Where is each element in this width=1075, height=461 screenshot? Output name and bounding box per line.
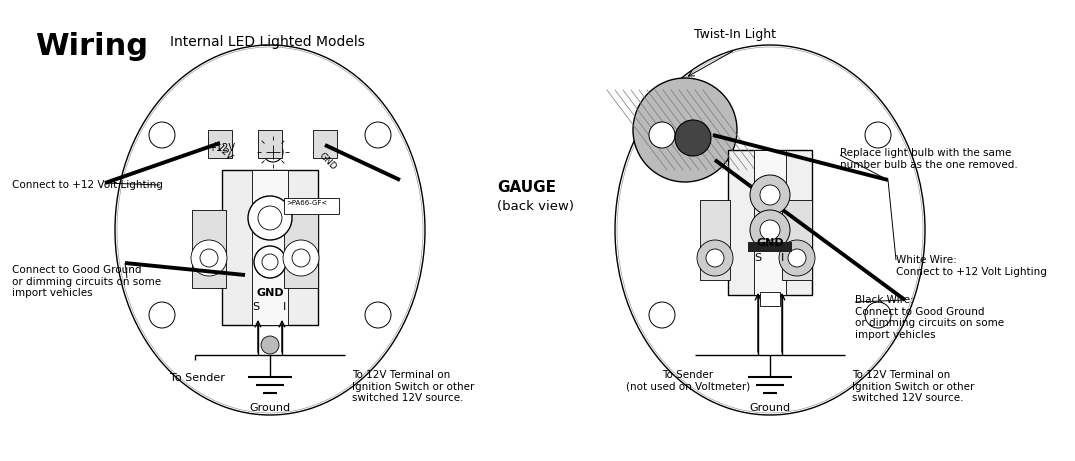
Bar xyxy=(760,292,780,306)
Circle shape xyxy=(788,249,806,267)
Circle shape xyxy=(292,249,310,267)
Circle shape xyxy=(649,122,675,148)
Bar xyxy=(754,150,786,295)
Circle shape xyxy=(760,185,780,205)
Bar xyxy=(252,170,288,325)
Circle shape xyxy=(258,206,282,230)
Text: +12V: +12V xyxy=(210,138,234,162)
Text: GND: GND xyxy=(256,288,284,298)
Circle shape xyxy=(865,122,891,148)
Circle shape xyxy=(750,175,790,215)
Text: Black Wire:
Connect to Good Ground
or dimming circuits on some
import vehicles: Black Wire: Connect to Good Ground or di… xyxy=(855,295,1004,340)
Circle shape xyxy=(263,142,283,162)
Text: (back view): (back view) xyxy=(497,200,574,213)
Text: GND: GND xyxy=(317,152,339,172)
Ellipse shape xyxy=(115,45,425,415)
Bar xyxy=(700,200,730,280)
Text: Connect to Good Ground
or dimming circuits on some
import vehicles: Connect to Good Ground or dimming circui… xyxy=(12,265,161,298)
Text: Twist-In Light: Twist-In Light xyxy=(694,28,776,41)
Bar xyxy=(782,200,812,280)
Circle shape xyxy=(760,220,780,240)
Bar xyxy=(192,210,226,288)
Circle shape xyxy=(865,302,891,328)
Circle shape xyxy=(697,240,733,276)
Circle shape xyxy=(779,240,815,276)
Bar xyxy=(207,130,232,158)
Text: Connect to +12 Volt Lighting: Connect to +12 Volt Lighting xyxy=(12,180,163,190)
Text: To Sender: To Sender xyxy=(170,373,225,383)
Text: >PA66-GF<: >PA66-GF< xyxy=(286,200,327,206)
Circle shape xyxy=(191,240,227,276)
Ellipse shape xyxy=(117,47,422,413)
Circle shape xyxy=(254,246,286,278)
Circle shape xyxy=(149,122,175,148)
Circle shape xyxy=(248,196,292,240)
Ellipse shape xyxy=(617,47,923,413)
Text: White Wire:
Connect to +12 Volt Lighting: White Wire: Connect to +12 Volt Lighting xyxy=(895,255,1047,277)
Circle shape xyxy=(750,210,790,250)
Circle shape xyxy=(149,302,175,328)
Text: +12V: +12V xyxy=(209,143,235,153)
Circle shape xyxy=(649,302,675,328)
Text: I: I xyxy=(283,302,286,312)
Text: S: S xyxy=(253,302,259,312)
Circle shape xyxy=(706,249,723,267)
Bar xyxy=(728,150,812,295)
Text: To Sender
(not used on Voltmeter): To Sender (not used on Voltmeter) xyxy=(626,370,750,391)
Text: GND: GND xyxy=(756,238,784,248)
Circle shape xyxy=(366,122,391,148)
Bar xyxy=(284,210,318,288)
Circle shape xyxy=(675,120,711,156)
Bar xyxy=(284,198,339,214)
Bar xyxy=(258,130,282,158)
Circle shape xyxy=(366,302,391,328)
Circle shape xyxy=(262,254,278,270)
Text: Ground: Ground xyxy=(249,403,290,413)
Circle shape xyxy=(283,240,319,276)
Text: Internal LED Lighted Models: Internal LED Lighted Models xyxy=(170,35,364,49)
Text: S: S xyxy=(755,253,761,263)
Text: GAUGE: GAUGE xyxy=(497,180,556,195)
Text: Ground: Ground xyxy=(749,403,790,413)
Ellipse shape xyxy=(615,45,924,415)
Text: To 12V Terminal on
Ignition Switch or other
switched 12V source.: To 12V Terminal on Ignition Switch or ot… xyxy=(352,370,474,403)
Text: Wiring: Wiring xyxy=(35,32,148,61)
Circle shape xyxy=(200,249,218,267)
Text: I: I xyxy=(780,253,784,263)
Circle shape xyxy=(633,78,737,182)
Bar xyxy=(313,130,336,158)
Bar xyxy=(223,170,318,325)
Bar xyxy=(748,242,792,252)
Text: Replace light bulb with the same
number bulb as the one removed.: Replace light bulb with the same number … xyxy=(840,148,1018,170)
Text: To 12V Terminal on
Ignition Switch or other
switched 12V source.: To 12V Terminal on Ignition Switch or ot… xyxy=(852,370,974,403)
Circle shape xyxy=(261,336,280,354)
